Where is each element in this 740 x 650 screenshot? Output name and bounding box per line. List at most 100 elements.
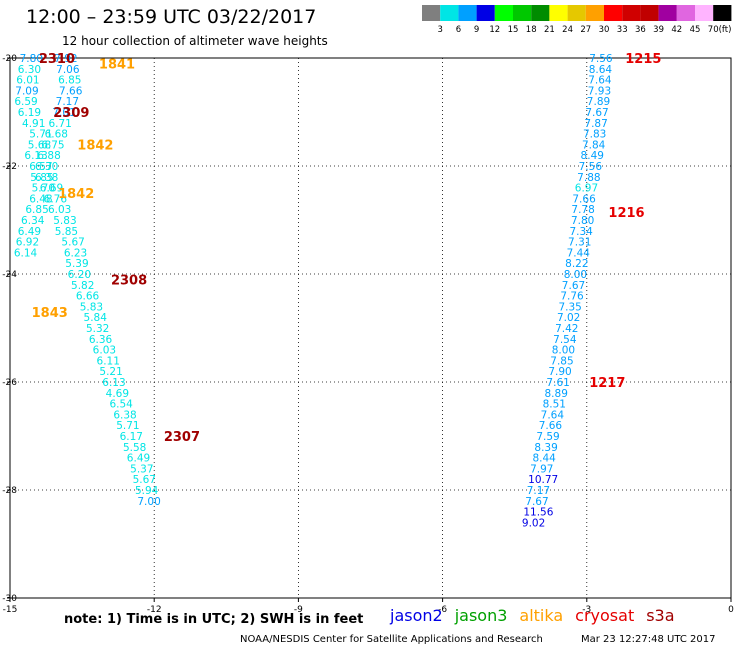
wave-height-value: 7.56 [589, 53, 613, 65]
color-swatch [622, 5, 641, 21]
wave-height-value: 6.88 [37, 150, 60, 162]
wave-height-value: 4.91 [22, 118, 45, 130]
wave-height-value: 6.13 [102, 377, 125, 389]
color-scale-label: 45 [690, 25, 701, 35]
legend-item-cryosat: cryosat [575, 606, 635, 625]
wave-height-value: 7.92 [54, 53, 77, 65]
wave-height-value: 6.68 [45, 129, 68, 141]
y-tick-label: -22 [2, 162, 17, 172]
y-tick-label: -28 [2, 486, 17, 496]
wave-height-value: 7.00 [137, 496, 160, 508]
wave-height-value: 7.93 [588, 85, 611, 97]
wave-height-value: 6.59 [14, 96, 37, 108]
wave-height-value: 6.36 [89, 334, 113, 346]
wave-height-value: 5.67 [133, 474, 156, 486]
x-tick-label: -15 [3, 605, 18, 615]
wave-height-value: 5.94 [135, 485, 159, 497]
wave-height-value: 6.49 [18, 226, 41, 238]
color-swatch [458, 5, 477, 21]
wave-height-value: 11.56 [523, 507, 553, 519]
wave-height-value: 7.64 [588, 75, 612, 87]
wave-height-value: 5.37 [130, 463, 153, 475]
wave-height-value: 5.71 [29, 129, 52, 141]
wave-height-value: 7.67 [562, 280, 585, 292]
x-tick-label: -9 [294, 605, 303, 615]
wave-height-value: 8.00 [564, 269, 587, 281]
page-title: 12:00 – 23:59 UTC 03/22/2017 [26, 6, 317, 28]
wave-height-value: 8.89 [545, 388, 568, 400]
wave-height-value: 6.92 [16, 237, 39, 249]
wave-height-value: 5.85 [30, 172, 53, 184]
wave-height-value: 7.56 [579, 161, 603, 173]
color-scale-label: 39 [653, 25, 664, 35]
wave-height-value: 7.90 [548, 366, 571, 378]
page-subtitle: 12 hour collection of altimeter wave hei… [62, 34, 328, 48]
pass-time-label: 1842 [58, 187, 94, 202]
wave-height-value: 8.44 [532, 453, 556, 465]
color-scale-label: 70 [708, 25, 719, 35]
color-scale-label: 15 [508, 25, 519, 35]
pass-time-label: 2307 [164, 430, 200, 445]
color-swatch [494, 5, 513, 21]
wave-height-value: 5.70 [32, 183, 55, 195]
plot-frame [9, 57, 732, 599]
wave-height-value: 7.34 [569, 226, 593, 238]
wave-height-value: 6.48 [29, 193, 52, 205]
wave-height-value: 7.31 [568, 237, 591, 249]
color-scale-label: 21 [544, 25, 555, 35]
wave-height-value: 7.85 [550, 355, 573, 367]
y-tick-label: -30 [2, 594, 17, 604]
wave-height-value: 6.76 [44, 193, 68, 205]
wave-height-value: 7.89 [587, 96, 610, 108]
wave-height-value: 7.44 [567, 247, 591, 259]
color-scale-label: 12 [489, 25, 500, 35]
color-swatch [713, 5, 732, 21]
wave-height-value: 6.57 [29, 161, 52, 173]
wave-height-value: 7.01 [52, 107, 75, 119]
wave-height-value: 5.83 [53, 215, 76, 227]
wave-height-value: 6.14 [14, 247, 38, 259]
color-swatch [585, 5, 604, 21]
color-swatch [604, 5, 623, 21]
x-tick-label: -12 [147, 605, 162, 615]
color-scale-label: 6 [456, 25, 461, 35]
wave-height-value: 7.64 [541, 409, 565, 421]
wave-height-value: 6.30 [18, 64, 41, 76]
wave-height-value: 6.54 [109, 399, 133, 411]
color-scale-label: 3 [437, 25, 442, 35]
wave-height-value: 4.69 [106, 388, 129, 400]
color-swatch [640, 5, 659, 21]
color-swatch [658, 5, 677, 21]
color-scale-label: 27 [580, 25, 591, 35]
wave-height-value: 6.49 [127, 453, 150, 465]
wave-height-value: 7.84 [582, 139, 606, 151]
x-tick-label: -3 [582, 605, 591, 615]
wave-height-value: 6.66 [76, 291, 100, 303]
wave-height-value: 7.76 [560, 291, 584, 303]
color-swatch [440, 5, 459, 21]
pass-time-label: 2309 [53, 106, 89, 121]
color-scale-label: 9 [474, 25, 479, 35]
y-tick-label: -24 [2, 270, 17, 280]
wave-height-value: 7.67 [525, 496, 548, 508]
wave-height-value: 6.13 [24, 150, 47, 162]
wave-height-value: 5.32 [86, 323, 109, 335]
color-scale-label: 24 [562, 25, 573, 35]
wave-height-value: 7.02 [557, 312, 580, 324]
wave-height-value: 7.97 [530, 463, 553, 475]
wave-height-value: 5.83 [80, 301, 103, 313]
wave-height-value: 7.66 [539, 420, 563, 432]
footnote: note: 1) Time is in UTC; 2) SWH is in fe… [64, 612, 364, 627]
wave-height-value: 7.78 [571, 204, 594, 216]
wave-height-value: 5.71 [116, 420, 139, 432]
color-scale-unit: (ft) [719, 25, 732, 35]
wave-height-value: 8.64 [589, 64, 613, 76]
color-scale-bar: 3 6 9 12 15 18 21 24 27 30 33 36 39 42 45 70 (ft) [422, 5, 732, 35]
wave-height-value: 7.17 [527, 485, 550, 497]
wave-height-value: 7.06 [56, 64, 80, 76]
pass-time-label: 1841 [99, 57, 135, 72]
wave-height-value: 7.80 [571, 215, 594, 227]
legend-item-jason3: jason3 [454, 606, 508, 625]
credit-text: NOAA/NESDIS Center for Satellite Applica… [240, 634, 543, 645]
